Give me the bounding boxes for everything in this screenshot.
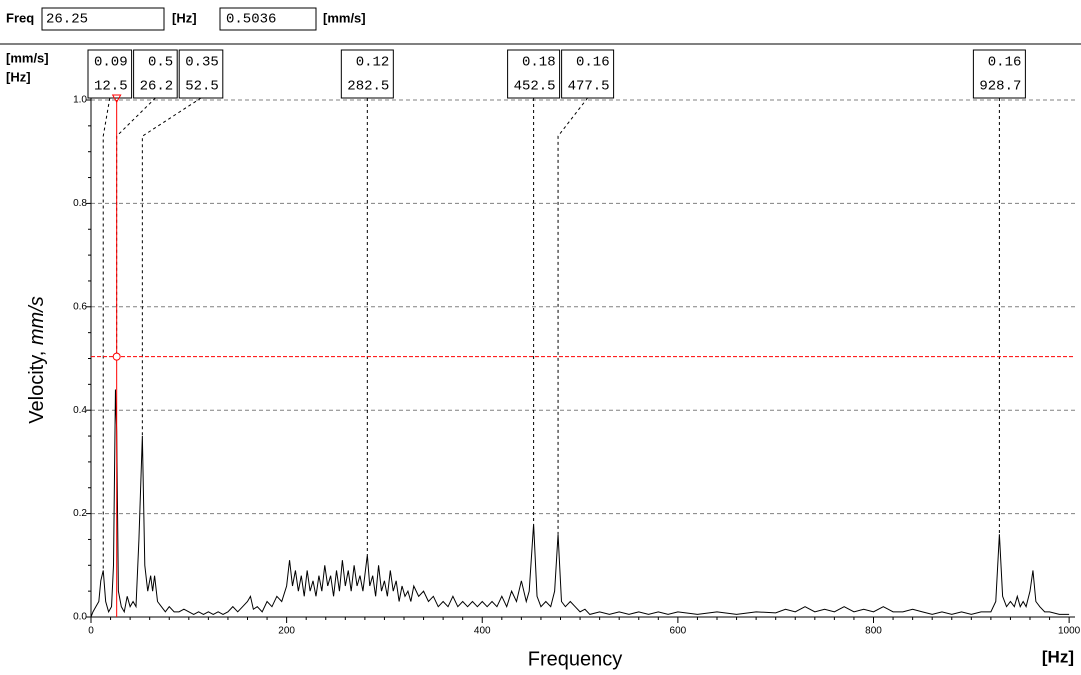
y-tick-label: 0.4	[73, 405, 87, 416]
y-tick-label: 0.0	[73, 612, 87, 623]
amp-value[interactable]: 0.5036	[226, 12, 276, 28]
peak-label: 0.16 477.5	[557, 49, 615, 535]
peak-leader	[102, 97, 111, 571]
x-unit: [Hz]	[1042, 647, 1074, 666]
x-tick-label: 1000	[1058, 626, 1081, 637]
peak-label: 0.35 52.5	[141, 49, 224, 437]
freq-value[interactable]: 26.25	[46, 12, 88, 28]
peak-label: 0.5 26.2	[116, 49, 178, 359]
x-tick-label: 600	[670, 626, 687, 637]
x-tick-label: 800	[865, 626, 882, 637]
cursor-point	[112, 352, 121, 361]
peak-freq-unit: [Hz]	[6, 69, 31, 84]
freq-field[interactable]	[41, 7, 165, 31]
peak-value: 0.16	[576, 55, 610, 71]
x-tick-label: 400	[474, 626, 491, 637]
peak-label: 0.16 928.7	[972, 49, 1026, 535]
y-tick-label: 0.8	[73, 198, 87, 209]
y-tick-label: 0.2	[73, 508, 87, 519]
peak-leader	[557, 97, 588, 535]
peak-value: 0.5	[148, 55, 173, 71]
y-tick-label: 1.0	[73, 95, 87, 106]
y-tick-label: 0.6	[73, 301, 87, 312]
peak-value-unit: [mm/s]	[6, 50, 49, 65]
freq-unit: [Hz]	[172, 10, 197, 25]
peak-freq: 477.5	[568, 79, 610, 95]
amp-field[interactable]	[219, 7, 317, 31]
x-tick-label: 200	[278, 626, 295, 637]
peak-value: 0.12	[356, 55, 390, 71]
freq-label: Freq	[6, 10, 34, 25]
peak-box	[507, 49, 561, 99]
peak-box	[178, 49, 224, 99]
peak-freq: 452.5	[514, 79, 556, 95]
spectrum-line	[90, 389, 1070, 618]
y-label: Velocity,	[26, 351, 48, 424]
peak-freq: 928.7	[979, 79, 1021, 95]
amp-unit: [mm/s]	[323, 10, 366, 25]
peak-freq: 26.2	[140, 79, 174, 95]
peak-label: 0.18 452.5	[507, 49, 561, 524]
peak-value: 0.35	[185, 55, 219, 71]
y-axis-title: Velocity, mm/s	[26, 296, 48, 423]
peak-value: 0.16	[988, 55, 1022, 71]
peak-label: 0.09 12.5	[87, 49, 133, 571]
peak-value: 0.18	[522, 55, 556, 71]
peak-box	[340, 49, 394, 99]
x-tick-label: 0	[88, 626, 94, 637]
y-label-unit: mm/s	[26, 296, 48, 345]
peak-value: 0.09	[94, 55, 128, 71]
peak-freq: 282.5	[347, 79, 389, 95]
peak-box	[972, 49, 1026, 99]
cursor-top-marker	[111, 94, 122, 104]
x-axis-title: Frequency	[528, 648, 623, 670]
peak-box	[87, 49, 133, 99]
peak-label: 0.12 282.5	[340, 49, 394, 555]
peak-freq: 12.5	[94, 79, 128, 95]
peak-freq: 52.5	[185, 79, 219, 95]
peak-box	[133, 49, 178, 99]
